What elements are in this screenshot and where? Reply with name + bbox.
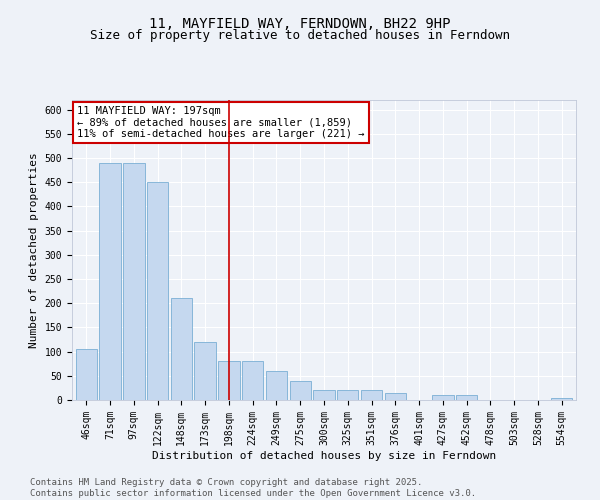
Text: Size of property relative to detached houses in Ferndown: Size of property relative to detached ho…	[90, 29, 510, 42]
Bar	[432, 395, 454, 400]
Bar	[218, 362, 239, 400]
Bar	[361, 390, 382, 400]
Bar	[266, 371, 287, 400]
Bar	[123, 163, 145, 400]
Bar	[242, 362, 263, 400]
Y-axis label: Number of detached properties: Number of detached properties	[29, 152, 39, 348]
Bar	[290, 380, 311, 400]
X-axis label: Distribution of detached houses by size in Ferndown: Distribution of detached houses by size …	[152, 450, 496, 460]
Bar	[194, 342, 216, 400]
Bar	[456, 395, 478, 400]
Bar	[313, 390, 335, 400]
Bar	[100, 163, 121, 400]
Bar	[385, 392, 406, 400]
Text: Contains HM Land Registry data © Crown copyright and database right 2025.
Contai: Contains HM Land Registry data © Crown c…	[30, 478, 476, 498]
Bar	[551, 398, 572, 400]
Bar	[170, 298, 192, 400]
Bar	[147, 182, 168, 400]
Bar	[76, 349, 97, 400]
Text: 11, MAYFIELD WAY, FERNDOWN, BH22 9HP: 11, MAYFIELD WAY, FERNDOWN, BH22 9HP	[149, 18, 451, 32]
Bar	[337, 390, 358, 400]
Text: 11 MAYFIELD WAY: 197sqm
← 89% of detached houses are smaller (1,859)
11% of semi: 11 MAYFIELD WAY: 197sqm ← 89% of detache…	[77, 106, 365, 139]
